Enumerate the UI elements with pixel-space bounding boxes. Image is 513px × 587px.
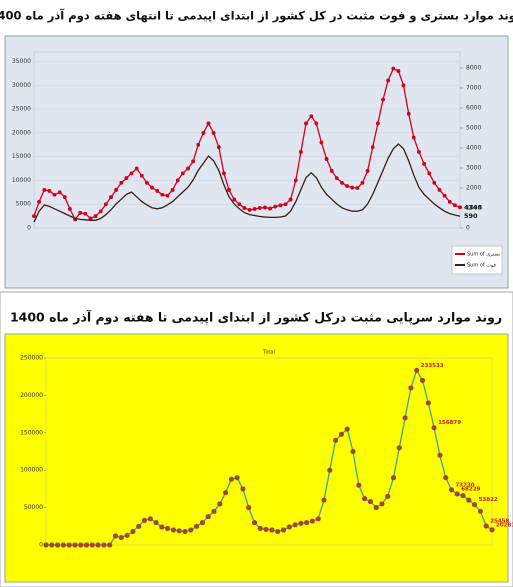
y-tick-label: 30000: [12, 82, 31, 89]
data-label: 233533: [421, 363, 444, 369]
y2-tick-label: 8000: [466, 65, 481, 72]
data-label: 156879: [438, 420, 461, 426]
y2-tick-label: 0: [466, 225, 470, 232]
data-label: 20281: [496, 522, 513, 528]
y-tick-label: 0: [39, 542, 43, 549]
y-tick-label: 50000: [24, 504, 43, 511]
y-tick-label: 35000: [12, 58, 31, 65]
legend-label: Sum of بستری: [467, 252, 500, 258]
y-tick-label: 25000: [12, 106, 31, 113]
y2-tick-label: 6000: [466, 105, 481, 112]
y2-tick-label: 1000: [466, 205, 481, 212]
y-tick-label: 200000: [20, 392, 43, 399]
y-tick-label: 100000: [20, 467, 43, 474]
y2-tick-label: 3000: [466, 165, 481, 172]
y-tick-label: 150000: [20, 429, 43, 436]
data-label: 25458: [490, 518, 509, 524]
y-tick-label: 0: [27, 225, 31, 232]
series-line: [43, 367, 495, 548]
legend-label: Sum of فوت: [467, 263, 497, 269]
y-tick-label: 250000: [20, 355, 43, 362]
legend-box: [451, 245, 503, 275]
data-label: 4348: [464, 203, 483, 211]
data-label: 590: [464, 212, 478, 220]
chart-title: روند موارد سرپایی مثبت درکل کشور از ابتد…: [10, 310, 502, 326]
chart-subtitle: Total: [262, 350, 275, 356]
y2-tick-label: 7000: [466, 85, 481, 92]
y-tick-label: 5000: [16, 201, 31, 208]
series-line: [33, 143, 461, 223]
data-label: 73730: [455, 482, 474, 488]
chart-area: [4, 35, 509, 289]
y-tick-label: 15000: [12, 153, 31, 160]
data-label: 68229: [461, 486, 480, 492]
y-tick-label: 10000: [12, 177, 31, 184]
series-line: [32, 66, 462, 222]
data-label: 53822: [479, 497, 498, 503]
y2-tick-label: 2000: [466, 185, 481, 192]
y2-tick-label: 4000: [466, 145, 481, 152]
chart-title: روند موارد بستری و فوت مثبت در کل کشور ا…: [0, 9, 513, 24]
y2-tick-label: 5000: [466, 125, 481, 132]
y-tick-label: 20000: [12, 129, 31, 136]
